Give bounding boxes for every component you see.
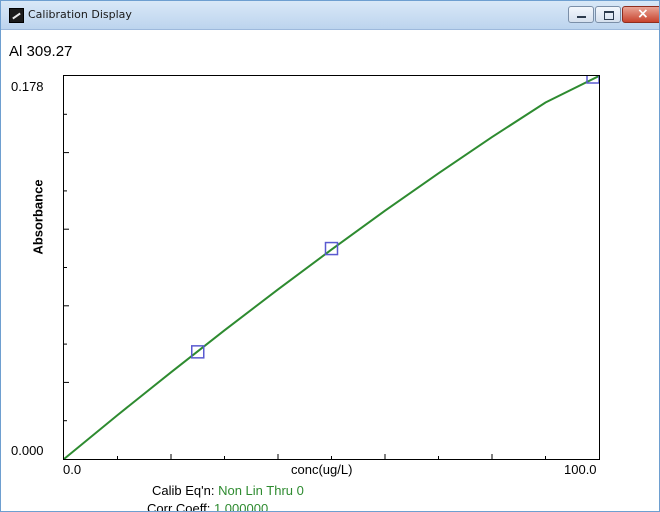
x-axis-label: conc(ug/L) (291, 462, 353, 477)
standard-point-3[interactable] (586, 76, 599, 84)
calib-equation-value: Non Lin Thru 0 (218, 483, 304, 498)
y-tick-label-max: 0.178 (11, 79, 44, 94)
plot-area[interactable] (63, 75, 600, 460)
x-tick-label-max: 100.0 (564, 462, 597, 477)
corr-coeff-label: Corr Coeff: (147, 501, 211, 512)
calibration-curve (64, 76, 599, 459)
calib-equation-label: Calib Eq'n: (152, 483, 215, 498)
standard-point-2[interactable] (324, 241, 339, 256)
window-title: Calibration Display (28, 8, 132, 21)
corr-coeff-value: 1.000000 (213, 501, 269, 512)
minimize-button[interactable] (568, 6, 594, 23)
element-label: Al 309.27 (9, 43, 73, 60)
app-icon (9, 8, 24, 23)
standard-point-1[interactable] (191, 345, 205, 359)
maximize-button[interactable] (595, 6, 621, 23)
calibration-chart (64, 76, 599, 459)
y-axis-label: Absorbance (30, 179, 46, 255)
maximize-icon (604, 11, 614, 20)
x-tick-label-min: 0.0 (63, 462, 82, 477)
close-icon: × (637, 6, 649, 22)
corr-coeff-row: Corr Coeff: 1.000000 (147, 501, 269, 512)
minimize-icon (577, 16, 586, 18)
title-bar[interactable]: Calibration Display × (1, 1, 659, 30)
y-tick-label-min: 0.000 (11, 443, 44, 458)
calib-equation-row: Calib Eq'n: Non Lin Thru 0 (152, 483, 304, 498)
close-button[interactable]: × (622, 6, 659, 23)
